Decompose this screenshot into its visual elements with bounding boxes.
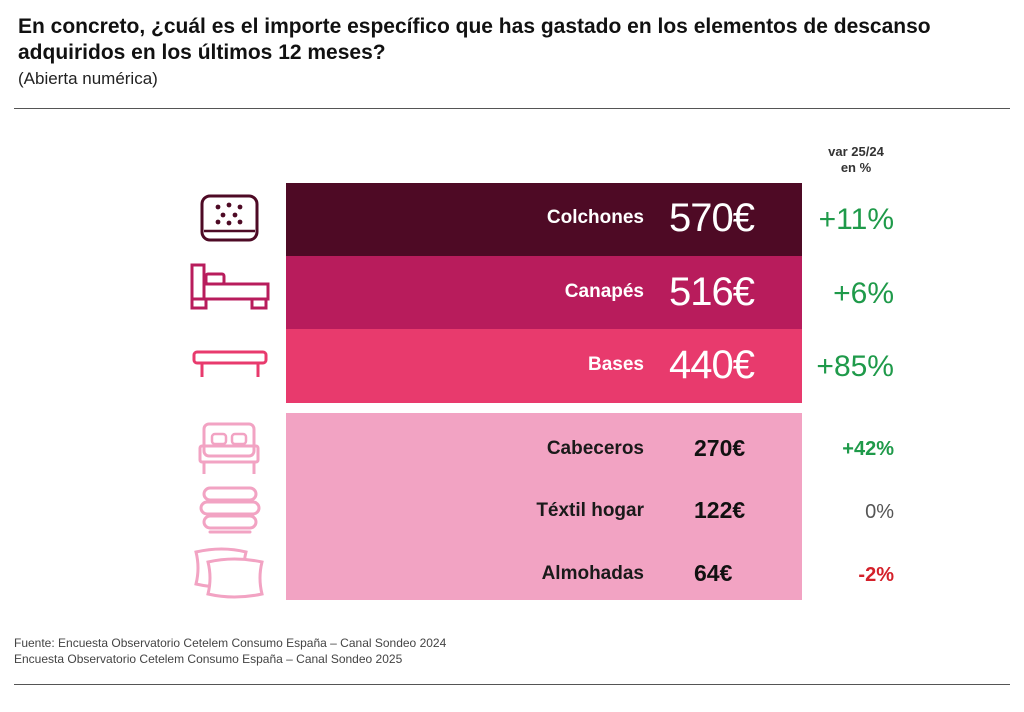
value-label: 122€	[694, 497, 746, 523]
category-label: Colchones	[546, 207, 644, 228]
value-label: 440€	[669, 343, 755, 387]
category-label: Téxtil hogar	[536, 500, 644, 521]
value-label: 64€	[694, 560, 733, 586]
variation-bases: +85%	[816, 350, 894, 383]
top-divider	[14, 108, 1010, 109]
variation-almohadas: -2%	[858, 564, 894, 586]
source-line-1: Fuente: Encuesta Observatorio Cetelem Co…	[14, 636, 447, 650]
bottom-divider	[14, 684, 1010, 685]
category-label: Almohadas	[541, 563, 644, 584]
bed-base-icon	[192, 350, 268, 377]
mattress-icon	[200, 194, 259, 242]
variation-header: var 25/24 en %	[806, 144, 906, 176]
canape-bed-icon	[190, 263, 270, 310]
row-almohadas: Almohadas 64€	[286, 543, 802, 603]
category-label: Bases	[588, 354, 644, 375]
bar-bases	[286, 329, 802, 403]
variation-header-line1: var 25/24	[828, 144, 884, 159]
row-canapes: Canapés 516€	[286, 263, 802, 323]
value-label: 516€	[669, 270, 755, 314]
pillows-icon	[194, 547, 264, 599]
value-label: 570€	[669, 196, 755, 240]
category-label: Canapés	[564, 281, 644, 302]
source-line-2: Encuesta Observatorio Cetelem Consumo Es…	[14, 652, 403, 666]
variation-canapes: +6%	[833, 277, 894, 310]
bar-canapes	[286, 256, 802, 329]
row-bases: Bases 440€	[286, 336, 802, 396]
category-label: Cabeceros	[546, 438, 644, 459]
source-footer: Fuente: Encuesta Observatorio Cetelem Co…	[14, 635, 446, 667]
chart-title: En concreto, ¿cuál es el importe específ…	[18, 15, 931, 64]
variation-cabeceros: +42%	[842, 438, 894, 460]
value-label: 270€	[694, 435, 746, 461]
folded-textiles-icon	[199, 486, 261, 534]
variation-header-line2: en %	[840, 160, 872, 175]
row-cabeceros: Cabeceros 270€	[286, 418, 802, 478]
bar-colchones	[286, 183, 802, 256]
row-colchones: Colchones 570€	[286, 189, 802, 249]
variation-textil-hogar: 0%	[865, 501, 894, 523]
bar-secondary-block	[286, 413, 802, 600]
row-textil-hogar: Téxtil hogar 122€	[286, 480, 802, 540]
variation-colchones: +11%	[818, 203, 894, 236]
headboard-bed-icon	[198, 422, 260, 474]
chart-subtitle: (Abierta numérica)	[18, 69, 158, 88]
